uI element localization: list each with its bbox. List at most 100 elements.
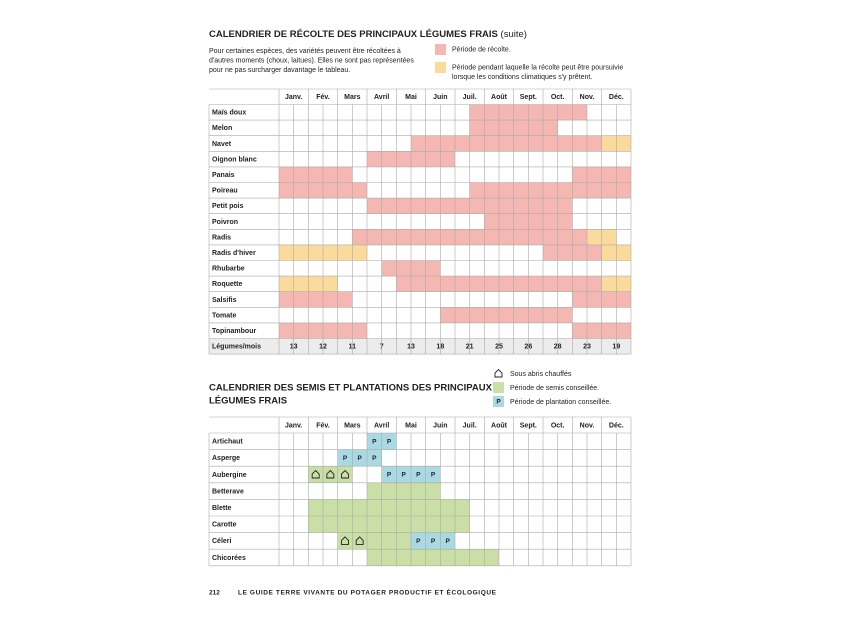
cell bbox=[411, 499, 426, 516]
month-label: Juil. bbox=[463, 94, 477, 101]
month-label: Sept. bbox=[520, 94, 537, 101]
legend-text: Période de plantation conseillée. bbox=[510, 399, 611, 406]
cell bbox=[572, 229, 587, 245]
row-label: Roquette bbox=[212, 281, 242, 288]
cell bbox=[381, 516, 397, 533]
legend-text: Période de récolte. bbox=[452, 46, 511, 53]
row-label: Radis d'hiver bbox=[212, 250, 256, 257]
legend-text: Période de semis conseillée. bbox=[510, 385, 599, 392]
cell bbox=[601, 322, 617, 339]
cell bbox=[469, 104, 485, 121]
cell bbox=[367, 229, 382, 245]
cell bbox=[396, 151, 411, 167]
cell bbox=[425, 549, 441, 566]
cell bbox=[528, 276, 543, 292]
month-label: Juil. bbox=[463, 422, 477, 429]
title-main: CALENDRIER DE RÉCOLTE DES PRINCIPAUX LÉG… bbox=[209, 29, 498, 40]
cell bbox=[352, 322, 367, 339]
cell bbox=[337, 322, 353, 339]
cell bbox=[455, 135, 470, 152]
month-label: Nov. bbox=[580, 422, 595, 429]
row-label: Rhubarbe bbox=[212, 266, 245, 273]
row-label: Aubergine bbox=[212, 472, 247, 479]
cell bbox=[396, 466, 411, 483]
cell bbox=[601, 276, 617, 292]
cell bbox=[308, 276, 323, 292]
cell bbox=[425, 532, 441, 550]
cell bbox=[513, 198, 529, 214]
cell bbox=[499, 135, 514, 152]
cell bbox=[543, 307, 558, 323]
cell bbox=[323, 516, 338, 533]
cell bbox=[440, 516, 455, 533]
cell bbox=[396, 499, 411, 516]
cell bbox=[411, 549, 426, 566]
cell bbox=[572, 276, 587, 292]
row-label: Radis bbox=[212, 234, 231, 241]
cell bbox=[455, 499, 470, 516]
cell bbox=[352, 499, 367, 516]
cell bbox=[396, 516, 411, 533]
month-label: Fév. bbox=[316, 422, 330, 429]
cell bbox=[484, 307, 499, 323]
month-label: Août bbox=[491, 94, 508, 101]
cell bbox=[484, 229, 499, 245]
plant-mark: P bbox=[416, 538, 421, 545]
cell bbox=[528, 182, 543, 199]
cell bbox=[440, 135, 455, 152]
cell bbox=[513, 182, 529, 199]
row-label: Topinambour bbox=[212, 328, 256, 335]
row-label: Petit pois bbox=[212, 203, 244, 210]
cell bbox=[367, 549, 382, 566]
cell bbox=[425, 499, 441, 516]
cell bbox=[499, 182, 514, 199]
row-label: Légumes/mois bbox=[212, 344, 261, 351]
cell bbox=[352, 229, 367, 245]
cell bbox=[352, 182, 367, 199]
month-label: Nov. bbox=[580, 94, 595, 101]
cell bbox=[308, 499, 323, 516]
cell bbox=[469, 120, 485, 136]
legend-text: Période pendant laquelle la récolte peut… bbox=[452, 64, 623, 71]
cell bbox=[381, 466, 397, 483]
cell bbox=[499, 198, 514, 214]
cell bbox=[352, 449, 367, 467]
cell bbox=[499, 229, 514, 245]
cell bbox=[396, 482, 411, 500]
cell bbox=[513, 104, 529, 121]
cell bbox=[557, 276, 573, 292]
cell bbox=[469, 135, 485, 152]
totals-row bbox=[209, 338, 631, 355]
cell bbox=[469, 229, 485, 245]
legend-text: Sous abris chauffés bbox=[510, 371, 572, 378]
cell bbox=[469, 307, 485, 323]
cell bbox=[528, 229, 543, 245]
cell bbox=[381, 198, 397, 214]
plant-mark: P bbox=[372, 455, 377, 462]
month-label: Sept. bbox=[520, 422, 537, 429]
cell bbox=[396, 276, 411, 292]
cell bbox=[411, 198, 426, 214]
cell bbox=[601, 166, 617, 183]
shelter-icon bbox=[341, 469, 349, 479]
cell bbox=[513, 307, 529, 323]
cell bbox=[528, 120, 543, 136]
month-label: Mai bbox=[405, 422, 417, 429]
month-label: Oct. bbox=[551, 422, 565, 429]
legend-text: lorsque les conditions climatiques s'y p… bbox=[452, 74, 592, 81]
row-label: Oignon blanc bbox=[212, 156, 257, 163]
cell bbox=[279, 291, 294, 308]
cell bbox=[440, 151, 455, 167]
cell bbox=[337, 244, 353, 261]
shelter-icon bbox=[326, 469, 335, 479]
cell bbox=[543, 182, 558, 199]
cell bbox=[616, 182, 631, 199]
cell bbox=[352, 516, 367, 533]
plant-mark: P bbox=[401, 472, 406, 479]
plant-mark: P bbox=[372, 439, 377, 446]
cell bbox=[411, 229, 426, 245]
month-label: Mars bbox=[344, 94, 360, 101]
cell bbox=[279, 182, 294, 199]
cell bbox=[572, 322, 587, 339]
